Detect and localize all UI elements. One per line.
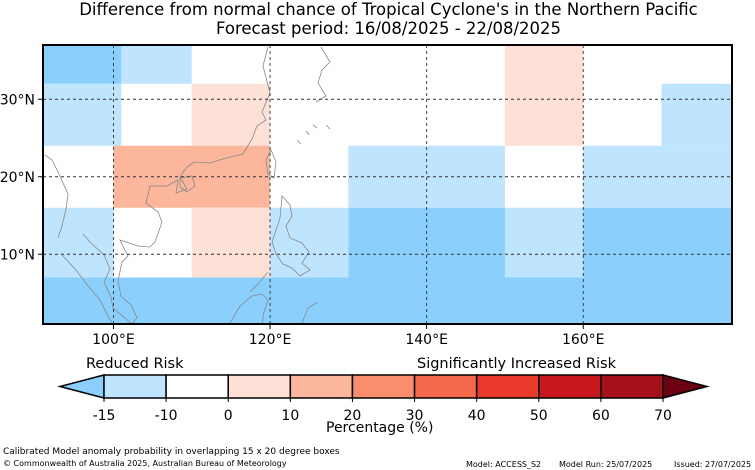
- colorbar-tick-label: 70: [654, 408, 672, 424]
- lon-tick-label: 140°E: [405, 332, 448, 348]
- coastline-asia: [82, 46, 271, 325]
- increased-risk-label: Significantly Increased Risk: [417, 356, 616, 372]
- footer-description: Calibrated Model anomaly probability in …: [3, 447, 340, 457]
- coastline-borneo: [229, 293, 269, 324]
- risk-cell: [43, 277, 732, 324]
- risk-cell: [191, 83, 271, 146]
- colorbar-tick-label: 10: [281, 408, 299, 424]
- lon-tick-label: 100°E: [92, 332, 135, 348]
- colorbar-axis-label: Percentage (%): [326, 420, 434, 436]
- coastline-philippines: [271, 195, 311, 277]
- reduced-risk-label: Reduced Risk: [86, 356, 184, 372]
- colorbar-bin: [227, 374, 292, 399]
- coastline-palawan: [249, 271, 269, 293]
- risk-cell: [504, 207, 584, 278]
- colorbar-tick-label: 60: [592, 408, 610, 424]
- colorbar-bin: [289, 374, 354, 399]
- risk-cell: [113, 145, 271, 208]
- colorbar-tick-label: -10: [155, 408, 178, 424]
- coastline-japan: [315, 46, 331, 103]
- lon-tick-label: 120°E: [249, 332, 292, 348]
- coastline-bengal: [44, 154, 69, 239]
- risk-cell: [121, 45, 192, 84]
- risk-cell: [583, 207, 732, 278]
- colorbar-bin: [475, 374, 540, 399]
- colorbar-tick-label: 40: [468, 408, 486, 424]
- gridlines: [43, 45, 732, 324]
- colorbar-bin: [103, 374, 167, 399]
- colorbar-tick-label: 20: [344, 408, 362, 424]
- coastline-ryukyu: [296, 124, 331, 145]
- colorbar-tick-label: -15: [93, 408, 116, 424]
- forecast-period: Forecast period: 16/08/2025 - 22/08/2025: [215, 19, 562, 38]
- colorbar-tick-label: 0: [224, 408, 233, 424]
- risk-cell: [504, 45, 584, 146]
- risk-cell: [270, 207, 349, 278]
- risk-cell: [43, 207, 114, 278]
- colorbar-bin: [600, 374, 664, 399]
- lon-tick-label: 160°E: [562, 332, 605, 348]
- colorbar-tick-label: 30: [406, 408, 424, 424]
- colorbar: -15 -10 0 10 20 30 40 50 60 70: [57, 374, 710, 424]
- footer-issued: Issued: 27/07/2025: [674, 460, 752, 469]
- risk-cell: [43, 45, 122, 84]
- axis-ticks: 100°E 120°E 140°E 160°E 10°N 20°N 30°N: [0, 92, 605, 348]
- risk-cell: [661, 83, 732, 146]
- coastline-sulawesi: [301, 301, 319, 324]
- colorbar-bin: [351, 374, 416, 399]
- coastline-sumatra: [61, 254, 113, 324]
- lat-tick-label: 20°N: [0, 170, 35, 186]
- colorbar-bin: [538, 374, 602, 399]
- risk-cells: [43, 45, 732, 324]
- colorbar-tick-label: 50: [530, 408, 548, 424]
- footer-model-run: Model Run: 25/07/2025: [559, 460, 653, 469]
- chart-title: Difference from normal chance of Tropica…: [79, 0, 698, 19]
- risk-cell: [191, 207, 271, 278]
- coastline-taiwan: [265, 149, 277, 179]
- map-frame: [42, 44, 733, 325]
- colorbar-over-arrow: [662, 374, 710, 399]
- footer-copyright: © Commonwealth of Australia 2025, Austra…: [3, 459, 287, 468]
- colorbar-under-arrow: [57, 374, 105, 399]
- footer-model: Model: ACCESS_S2: [466, 460, 542, 469]
- colorbar-bin: [165, 374, 229, 399]
- risk-cell: [43, 83, 122, 146]
- lat-tick-label: 30°N: [0, 92, 35, 108]
- lat-tick-label: 10°N: [0, 247, 35, 263]
- colorbar-bin: [413, 374, 478, 399]
